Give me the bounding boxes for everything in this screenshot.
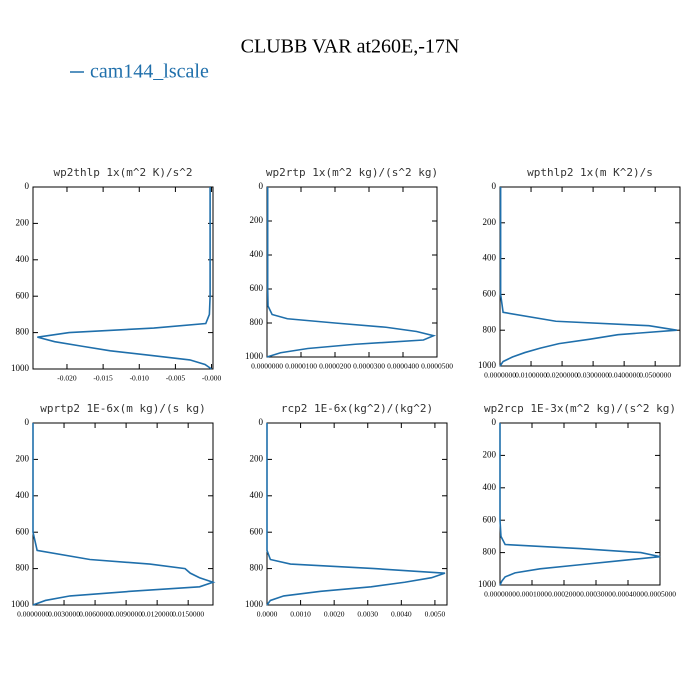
- y-tick-label: 600: [16, 290, 30, 300]
- y-tick-label: 800: [16, 563, 30, 573]
- x-tick-label: 0.0000000: [17, 610, 49, 619]
- x-tick-label: 0.0040: [391, 610, 412, 619]
- y-tick-label: 0: [25, 181, 30, 191]
- y-tick-label: 1000: [478, 579, 497, 589]
- y-tick-label: 200: [16, 217, 30, 227]
- y-tick-label: 0: [492, 181, 497, 191]
- x-tick-label: 0.0005000: [644, 590, 676, 599]
- x-tick-label: 0.0090000: [110, 610, 142, 619]
- panel-title: wp2rtp 1x(m^2 kg)/(s^2 kg): [266, 166, 438, 179]
- y-tick-label: 400: [250, 490, 264, 500]
- x-tick-label: 0.0000000: [251, 362, 283, 371]
- axes-frame: [32, 186, 214, 370]
- y-tick-label: 1000: [245, 351, 264, 361]
- x-tick-label: 0.0300000: [577, 371, 609, 380]
- figure-title: CLUBB VAR at260E,-17N: [241, 36, 460, 58]
- x-tick-label: 0.0030000: [48, 610, 80, 619]
- x-tick-label: 0.0000500: [421, 362, 453, 371]
- y-tick-label: 1000: [11, 599, 30, 609]
- x-tick-label: 0.0000400: [387, 362, 419, 371]
- y-tick-label: 0: [259, 181, 264, 191]
- profile-line: [37, 187, 213, 370]
- x-tick-label: -0.005: [166, 374, 186, 383]
- x-tick-label: 0.0400000: [608, 371, 640, 380]
- y-tick-label: 200: [483, 449, 497, 459]
- profile-line: [499, 187, 678, 367]
- panel-title: rcp2 1E-6x(kg^2)/(kg^2): [281, 402, 433, 415]
- y-tick-label: 600: [16, 526, 30, 536]
- x-tick-label: 0.0000000: [484, 371, 516, 380]
- y-tick-label: 1000: [478, 360, 497, 370]
- y-tick-label: 400: [483, 482, 497, 492]
- panel-title: wp2thlp 1x(m^2 K)/s^2: [53, 166, 192, 179]
- profile-line: [266, 187, 437, 358]
- y-tick-label: 600: [250, 283, 264, 293]
- x-tick-label: 0.0010: [290, 610, 311, 619]
- x-tick-label: 0.0003000: [580, 590, 612, 599]
- profile-line: [499, 423, 661, 586]
- y-tick-label: 800: [250, 563, 264, 573]
- y-tick-label: 0: [25, 417, 30, 427]
- y-tick-label: 1000: [11, 363, 30, 373]
- x-tick-label: 0.0150000: [172, 610, 204, 619]
- y-tick-label: 400: [16, 254, 30, 264]
- x-tick-label: 0.0002000: [548, 590, 580, 599]
- y-tick-label: 200: [483, 217, 497, 227]
- y-tick-label: 0: [492, 417, 497, 427]
- x-tick-label: 0.0000100: [285, 362, 317, 371]
- x-tick-label: 0.0000200: [319, 362, 351, 371]
- x-tick-label: 0.0500000: [639, 371, 671, 380]
- x-tick-label: 0.0000000: [484, 590, 516, 599]
- y-tick-label: 800: [16, 327, 30, 337]
- x-tick-label: 0.0060000: [79, 610, 111, 619]
- y-tick-label: 800: [483, 324, 497, 334]
- x-tick-label: 0.0000300: [353, 362, 385, 371]
- x-tick-label: 0.0200000: [546, 371, 578, 380]
- x-tick-label: 0.0120000: [141, 610, 173, 619]
- y-tick-label: 0: [259, 417, 264, 427]
- x-tick-label: -0.010: [130, 374, 150, 383]
- x-tick-label: 0.0020: [324, 610, 345, 619]
- legend-label: cam144_lscale: [90, 61, 209, 83]
- y-tick-label: 200: [250, 215, 264, 225]
- y-tick-label: 600: [483, 288, 497, 298]
- x-tick-label: 0.0001000: [516, 590, 548, 599]
- panel-title: wprtp2 1E-6x(m kg)/(s kg): [40, 402, 206, 415]
- x-tick-label: -0.000: [202, 374, 222, 383]
- y-tick-label: 200: [16, 453, 30, 463]
- x-tick-label: 0.0000: [257, 610, 278, 619]
- panel-title: wpthlp2 1x(m K^2)/s: [527, 166, 653, 179]
- x-tick-label: 0.0030: [357, 610, 378, 619]
- x-tick-label: -0.015: [93, 374, 113, 383]
- y-tick-label: 600: [250, 526, 264, 536]
- y-tick-label: 800: [483, 547, 497, 557]
- x-tick-label: 0.0004000: [612, 590, 644, 599]
- y-tick-label: 400: [250, 249, 264, 259]
- y-tick-label: 200: [250, 453, 264, 463]
- profile-line: [32, 423, 216, 606]
- x-tick-label: -0.020: [57, 374, 77, 383]
- panel-title: wp2rcp 1E-3x(m^2 kg)/(s^2 kg): [484, 402, 676, 415]
- y-tick-label: 1000: [245, 599, 264, 609]
- y-tick-label: 400: [483, 253, 497, 263]
- x-tick-label: 0.0100000: [515, 371, 547, 380]
- y-tick-label: 800: [250, 317, 264, 327]
- x-tick-label: 0.0050: [425, 610, 446, 619]
- y-tick-label: 600: [483, 514, 497, 524]
- y-tick-label: 400: [16, 490, 30, 500]
- profile-line: [266, 423, 446, 606]
